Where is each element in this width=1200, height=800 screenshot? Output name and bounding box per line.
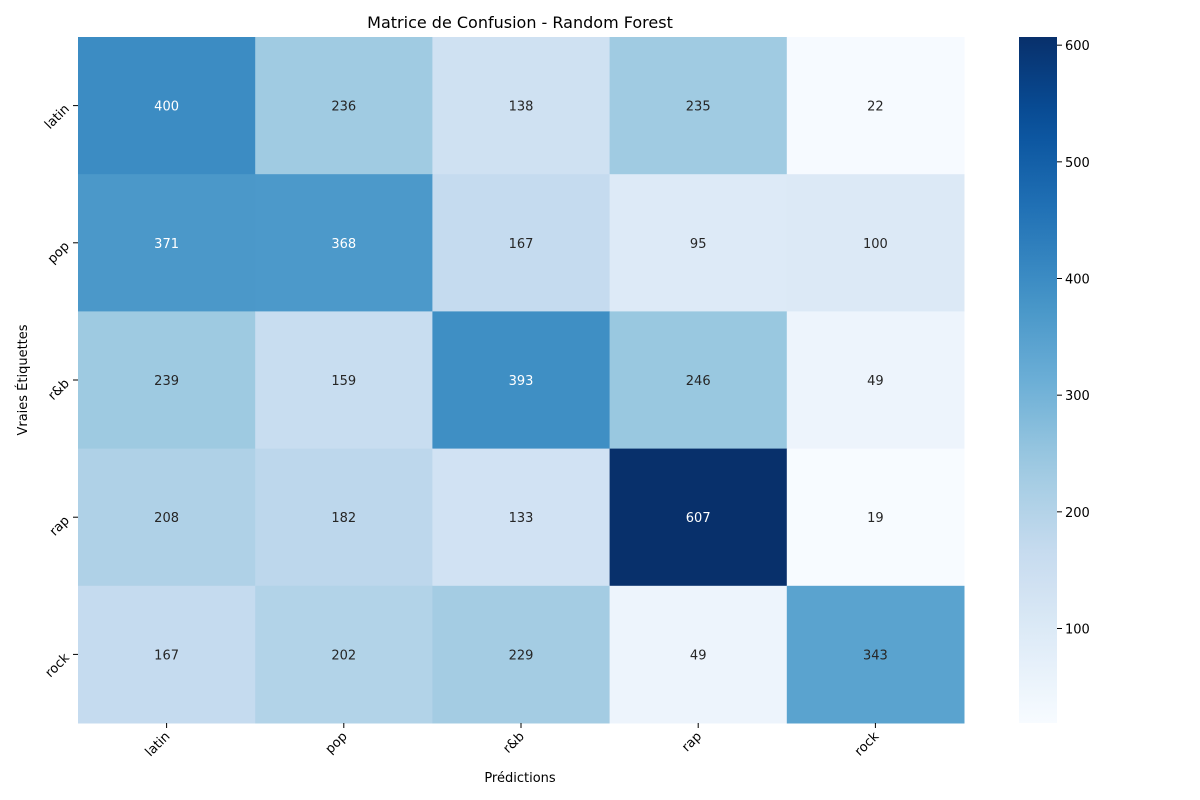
cell-value-label: 100 bbox=[863, 237, 888, 252]
heatmap-cell bbox=[78, 448, 256, 587]
heatmap-cell bbox=[786, 311, 965, 450]
cell-value-label: 235 bbox=[686, 100, 711, 115]
heatmap-cell bbox=[78, 311, 256, 450]
cell-value-label: 368 bbox=[331, 237, 356, 252]
y-tick-label: pop bbox=[45, 239, 73, 267]
cell-value-label: 202 bbox=[331, 648, 356, 663]
heatmap-cell bbox=[255, 585, 433, 724]
heatmap-cell bbox=[786, 174, 965, 312]
cell-value-label: 343 bbox=[863, 648, 888, 663]
heatmap-cell bbox=[255, 448, 433, 587]
y-tick-label: r&b bbox=[45, 376, 72, 403]
heatmap-cell bbox=[609, 448, 788, 587]
x-tick-label: r&b bbox=[500, 729, 527, 756]
cell-value-label: 95 bbox=[690, 237, 707, 252]
colorbar-tick-label: 200 bbox=[1065, 506, 1090, 521]
heatmap-cell bbox=[432, 448, 611, 587]
cell-value-label: 159 bbox=[331, 374, 356, 389]
heatmap-cell bbox=[432, 174, 611, 312]
y-tick-label: latin bbox=[42, 102, 73, 133]
x-tick-label: latin bbox=[143, 729, 174, 760]
heatmap-cell bbox=[609, 585, 788, 724]
cell-value-label: 246 bbox=[686, 374, 711, 389]
cell-value-label: 182 bbox=[331, 511, 356, 526]
y-tick-label: rock bbox=[43, 650, 74, 681]
colorbar bbox=[1019, 37, 1057, 723]
heatmap-cell bbox=[255, 311, 433, 450]
colorbar-ticks: 100 200 300 400 500 600 bbox=[1057, 39, 1090, 638]
heatmap-cell bbox=[255, 174, 433, 312]
cell-value-label: 133 bbox=[509, 511, 534, 526]
heatmap-cell bbox=[432, 585, 611, 724]
heatmap-cell bbox=[786, 448, 965, 587]
chart-title: Matrice de Confusion - Random Forest bbox=[367, 13, 673, 32]
heatmap-cell bbox=[78, 174, 256, 312]
heatmap-cell bbox=[786, 585, 965, 724]
heatmap-cell bbox=[609, 311, 788, 450]
cell-value-label: 208 bbox=[154, 511, 179, 526]
colorbar-tick-label: 600 bbox=[1065, 39, 1090, 54]
cell-value-label: 167 bbox=[154, 648, 179, 663]
x-tick-label: pop bbox=[323, 729, 351, 757]
colorbar-tick-label: 100 bbox=[1065, 623, 1090, 638]
heatmap-cell bbox=[609, 174, 788, 312]
x-axis-label: Prédictions bbox=[484, 771, 556, 786]
cell-value-label: 138 bbox=[509, 100, 534, 115]
heatmap-cell bbox=[78, 37, 256, 175]
heatmap-cells: 400 236 138 235 22 371 368 167 95 100 239 159 393 246… bbox=[78, 37, 965, 724]
cell-value-label: 19 bbox=[867, 511, 884, 526]
colorbar-tick-label: 400 bbox=[1065, 273, 1090, 288]
x-axis-ticks: latin pop r&b rap rock bbox=[143, 723, 883, 760]
cell-value-label: 236 bbox=[331, 100, 356, 115]
cell-value-label: 229 bbox=[509, 648, 534, 663]
cell-value-label: 167 bbox=[509, 237, 534, 252]
heatmap-cell bbox=[432, 311, 611, 450]
heatmap-cell bbox=[432, 37, 611, 175]
cell-value-label: 239 bbox=[154, 374, 179, 389]
heatmap-cell bbox=[255, 37, 433, 175]
cell-value-label: 22 bbox=[867, 100, 884, 115]
colorbar-tick-label: 500 bbox=[1065, 156, 1090, 171]
cell-value-label: 400 bbox=[154, 100, 179, 115]
cell-value-label: 371 bbox=[154, 237, 179, 252]
colorbar-tick-label: 300 bbox=[1065, 389, 1090, 404]
cell-value-label: 607 bbox=[686, 511, 711, 526]
heatmap-cell bbox=[609, 37, 788, 175]
cell-value-label: 49 bbox=[867, 374, 884, 389]
y-axis-label: Vraies Étiquettes bbox=[15, 324, 31, 435]
y-tick-label: rap bbox=[47, 513, 73, 539]
y-axis-ticks: latin pop r&b rap rock bbox=[42, 102, 78, 681]
cell-value-label: 49 bbox=[690, 648, 707, 663]
cell-value-label: 393 bbox=[509, 374, 534, 389]
x-tick-label: rap bbox=[679, 729, 705, 755]
heatmap-cell bbox=[786, 37, 965, 175]
x-tick-label: rock bbox=[852, 729, 883, 760]
heatmap-cell bbox=[78, 585, 256, 724]
